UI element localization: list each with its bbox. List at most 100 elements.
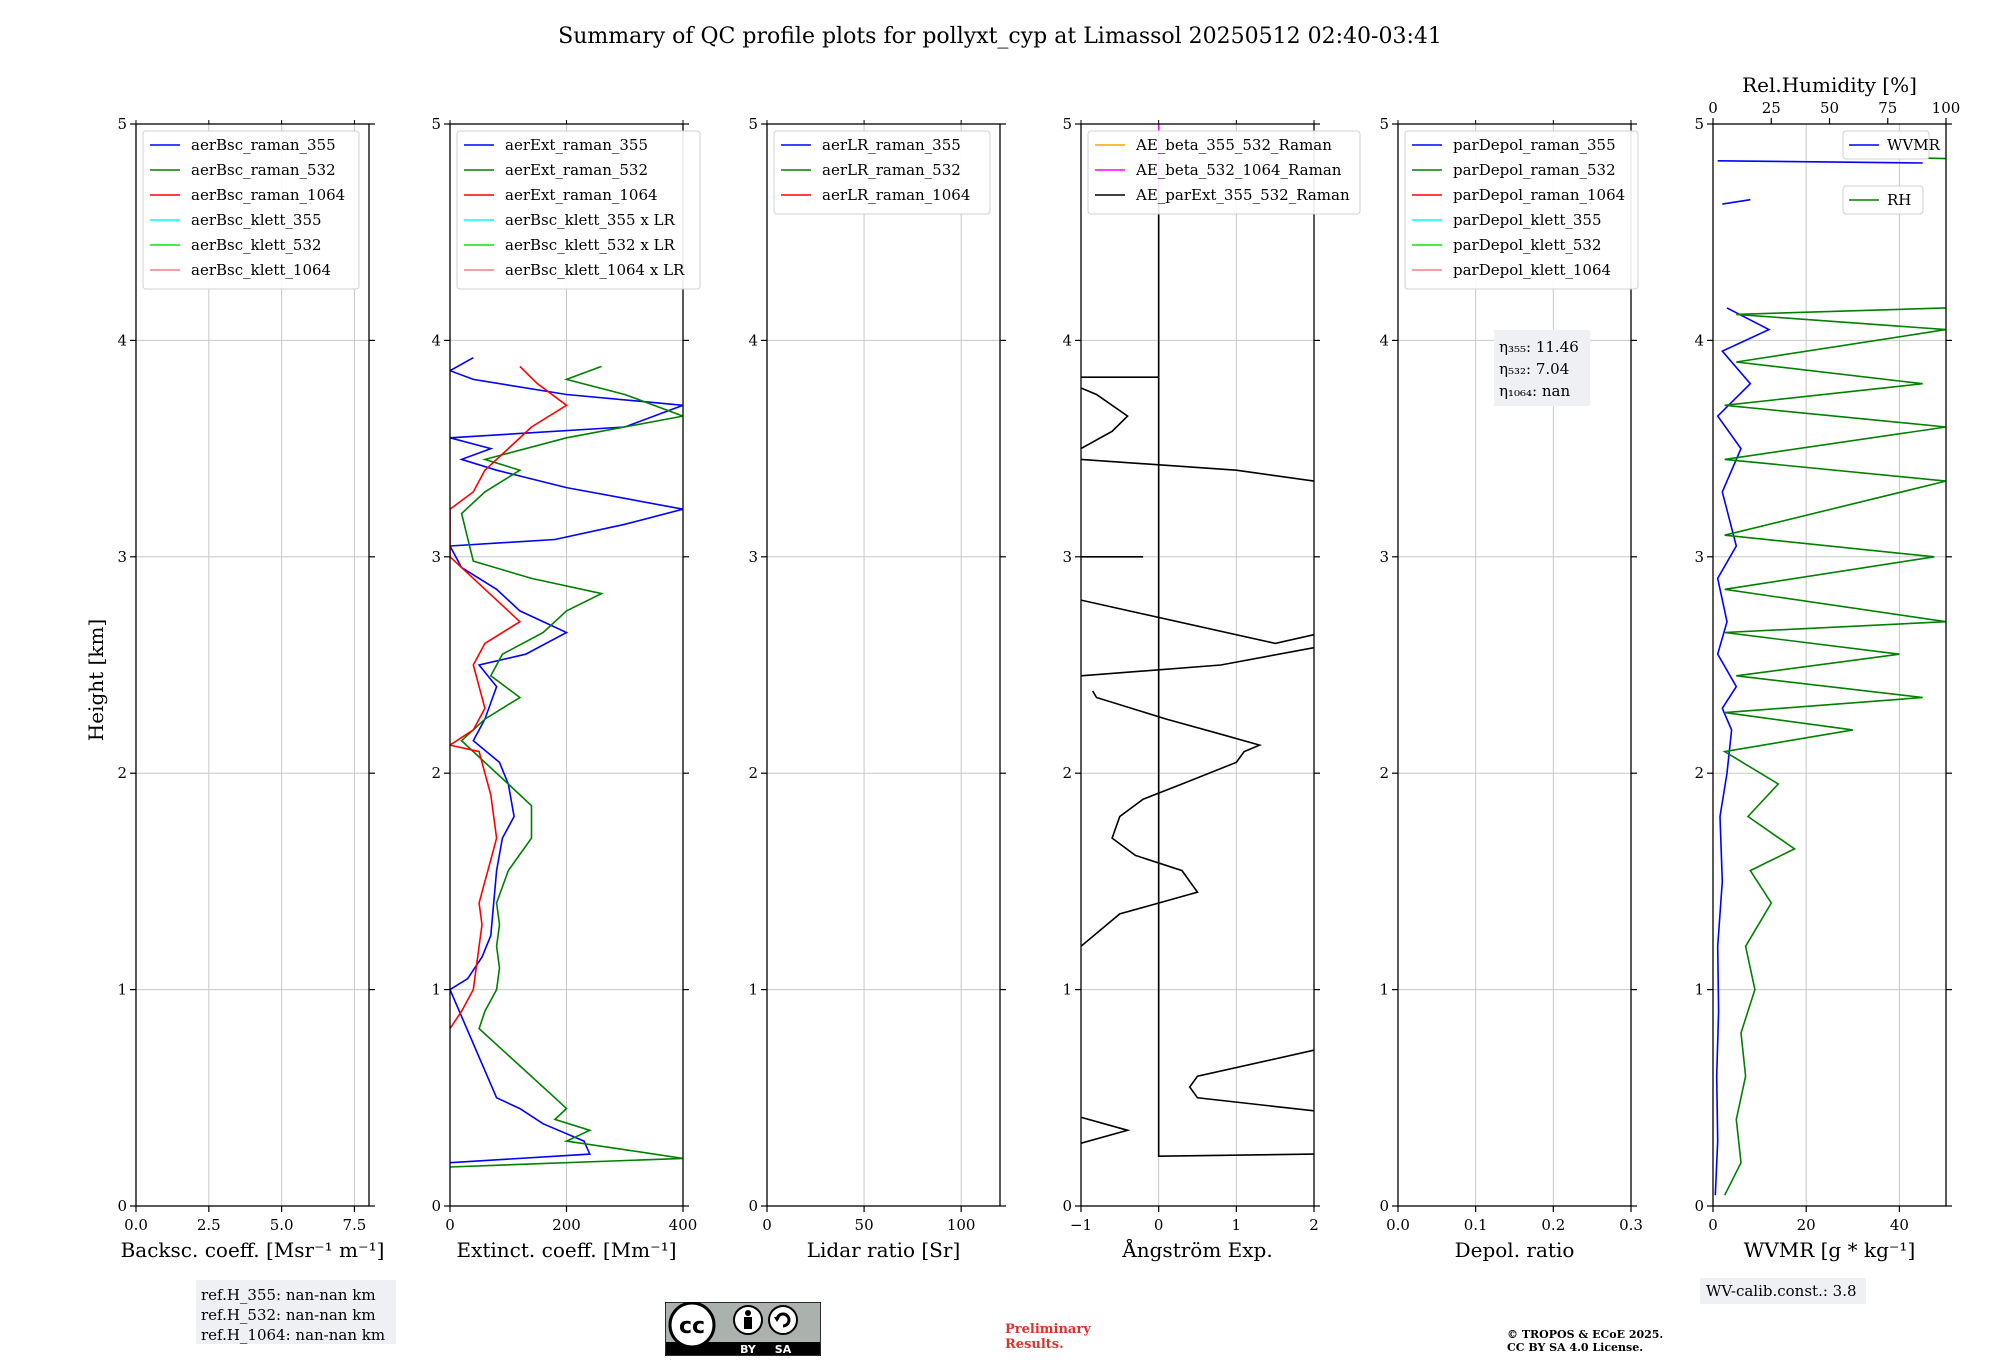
legend-label-ext-4: aerBsc_klett_532 x LR bbox=[505, 236, 676, 254]
ytick-label-ae-4: 4 bbox=[1062, 331, 1072, 349]
ytick-label-bsc-5: 5 bbox=[117, 115, 127, 133]
legend-ae: AE_beta_355_532_Raman AE_beta_532_1064_Ra… bbox=[1087, 130, 1361, 215]
series-ext-1 bbox=[450, 365, 683, 1168]
legend-label-depol-1: parDepol_raman_532 bbox=[1453, 161, 1616, 179]
xtick-label-depol-2: 0.2 bbox=[1541, 1216, 1565, 1234]
xtick-label-depol-3: 0.3 bbox=[1619, 1216, 1643, 1234]
xtick-label-ae-3: 2 bbox=[1309, 1216, 1319, 1234]
series-wv-1 bbox=[1722, 198, 1751, 205]
ref-height-532: ref.H_532: nan-nan km bbox=[201, 1306, 376, 1324]
xtick-label-ae-2: 1 bbox=[1232, 1216, 1242, 1234]
xtick-label-bsc-3: 7.5 bbox=[343, 1216, 367, 1234]
legend-label-bsc-1: aerBsc_raman_532 bbox=[191, 161, 336, 179]
ytick-label-lr-2: 2 bbox=[748, 764, 758, 782]
ytick-label-depol-4: 4 bbox=[1379, 331, 1389, 349]
panel-bsc: 0.0 2.5 5.0 7.5 0 1 2 3 4 5 Backsc. coeff. [Msr⁻¹ … bbox=[117, 115, 384, 1262]
ytick-label-wv-3: 3 bbox=[1694, 548, 1704, 566]
legend-label-bsc-3: aerBsc_klett_355 bbox=[191, 211, 322, 229]
xtick-label-bsc-1: 2.5 bbox=[197, 1216, 221, 1234]
cc-by-sa-badge: cc BY SA bbox=[665, 1302, 821, 1356]
legend-label-ae-0: AE_beta_355_532_Raman bbox=[1135, 136, 1332, 154]
legend-wv-1: RH bbox=[1842, 185, 1924, 215]
series-ae-8 bbox=[1081, 458, 1314, 482]
panel-wv: 0 20 40 0 1 2 3 4 5 WVMR [g * kg⁻¹] 0 25 50 75 100 Rel.… bbox=[1694, 73, 1960, 1262]
eta-1064: η₁₀₆₄: nan bbox=[1499, 382, 1570, 400]
cc-sa-share-icon bbox=[768, 1305, 798, 1335]
series-ae-2 bbox=[1081, 1116, 1131, 1144]
xtick-label-wv-1: 20 bbox=[1797, 1216, 1816, 1234]
ytick-label-ext-3: 3 bbox=[431, 548, 441, 566]
axes-frame-wv bbox=[1712, 123, 1947, 1207]
legend-wv-0: WVMR bbox=[1842, 130, 1941, 160]
axes-frame-bsc bbox=[135, 123, 370, 1207]
series-ae-1 bbox=[1157, 188, 1314, 1158]
ref-height-box: ref.H_355: nan-nan km ref.H_532: nan-nan… bbox=[196, 1280, 396, 1344]
legend-label-ext-1: aerExt_raman_532 bbox=[505, 161, 648, 179]
panel-lr: 0 50 100 0 1 2 3 4 5 Lidar ratio [Sr] aerLR_raman_… bbox=[748, 115, 1006, 1262]
xtick-label-ext-2: 400 bbox=[669, 1216, 698, 1234]
legend-label-bsc-2: aerBsc_raman_1064 bbox=[191, 186, 345, 204]
top-tick-label-wv-4: 100 bbox=[1932, 99, 1961, 117]
ytick-label-ext-5: 5 bbox=[431, 115, 441, 133]
ytick-label-depol-5: 5 bbox=[1379, 115, 1389, 133]
series-wv-3 bbox=[1722, 307, 1946, 1196]
xtick-label-ext-1: 200 bbox=[552, 1216, 581, 1234]
eta-box: η₃₅₅: 11.46 η₅₃₂: 7.04 η₁₀₆₄: nan bbox=[1494, 330, 1590, 406]
ytick-label-wv-4: 4 bbox=[1694, 331, 1704, 349]
legend-depol: parDepol_raman_355 parDepol_raman_532 parD… bbox=[1404, 130, 1639, 290]
xtick-label-wv-2: 40 bbox=[1890, 1216, 1909, 1234]
xtick-label-wv-0: 0 bbox=[1708, 1216, 1718, 1234]
ytick-label-bsc-1: 1 bbox=[117, 981, 127, 999]
top-tick-label-wv-3: 75 bbox=[1878, 99, 1897, 117]
xtick-label-ext-0: 0 bbox=[445, 1216, 455, 1234]
xlabel-ae: Ångström Exp. bbox=[1121, 1237, 1272, 1262]
axes-frame-lr bbox=[766, 123, 1001, 1207]
ref-height-1064: ref.H_1064: nan-nan km bbox=[201, 1326, 385, 1344]
ytick-label-lr-4: 4 bbox=[748, 331, 758, 349]
ytick-label-ext-2: 2 bbox=[431, 764, 441, 782]
legend-label-depol-0: parDepol_raman_355 bbox=[1453, 136, 1616, 154]
ytick-label-depol-0: 0 bbox=[1379, 1197, 1389, 1215]
cc-by-label: BY bbox=[740, 1343, 757, 1356]
top-tick-label-wv-0: 0 bbox=[1708, 99, 1718, 117]
xtick-label-lr-0: 0 bbox=[762, 1216, 772, 1234]
ytick-label-bsc-0: 0 bbox=[117, 1197, 127, 1215]
panel-ext: 0 200 400 0 1 2 3 4 5 Extinct. coeff. [Mm⁻¹] aerEx… bbox=[431, 115, 701, 1262]
legend-label-depol-2: parDepol_raman_1064 bbox=[1453, 186, 1625, 204]
legend-label-ext-2: aerExt_raman_1064 bbox=[505, 186, 658, 204]
copyright-note: © TROPOS & ECoE 2025. CC BY SA 4.0 Licen… bbox=[1507, 1328, 1664, 1354]
legend-lr: aerLR_raman_355 aerLR_raman_532 aerLR_rama… bbox=[773, 130, 991, 215]
ytick-label-ae-5: 5 bbox=[1062, 115, 1072, 133]
xlabel-depol: Depol. ratio bbox=[1455, 1238, 1575, 1262]
ytick-label-bsc-2: 2 bbox=[117, 764, 127, 782]
legend-label-wv-1: RH bbox=[1887, 191, 1911, 209]
legend-label-ext-3: aerBsc_klett_355 x LR bbox=[505, 211, 676, 229]
eta-532: η₅₃₂: 7.04 bbox=[1499, 360, 1569, 378]
cc-sa-label: SA bbox=[775, 1343, 792, 1356]
cc-circle-icon bbox=[668, 1302, 716, 1349]
ytick-label-lr-0: 0 bbox=[748, 1197, 758, 1215]
ytick-label-ext-0: 0 bbox=[431, 1197, 441, 1215]
xtick-label-bsc-0: 0.0 bbox=[124, 1216, 148, 1234]
series-ae-3 bbox=[1188, 1049, 1314, 1112]
ytick-label-wv-0: 0 bbox=[1694, 1197, 1704, 1215]
legend-label-ae-1: AE_beta_532_1064_Raman bbox=[1135, 161, 1342, 179]
preliminary-results-note: Preliminary Results. bbox=[1005, 1322, 1091, 1352]
series-ext-2 bbox=[450, 365, 568, 1030]
ytick-label-lr-3: 3 bbox=[748, 548, 758, 566]
xtick-label-bsc-2: 5.0 bbox=[270, 1216, 294, 1234]
ytick-label-lr-5: 5 bbox=[748, 115, 758, 133]
ytick-label-ae-1: 1 bbox=[1062, 981, 1072, 999]
wv-calib-text: WV-calib.const.: 3.8 bbox=[1706, 1282, 1857, 1300]
eta-355: η₃₅₅: 11.46 bbox=[1499, 338, 1579, 356]
top-tick-label-wv-1: 25 bbox=[1762, 99, 1781, 117]
series-wv-0 bbox=[1714, 307, 1771, 1196]
legend-label-ext-0: aerExt_raman_355 bbox=[505, 136, 648, 154]
legend-label-lr-1: aerLR_raman_532 bbox=[822, 161, 961, 179]
ytick-label-wv-1: 1 bbox=[1694, 981, 1704, 999]
legend-label-ae-2: AE_parExt_355_532_Raman bbox=[1135, 186, 1350, 204]
series-ae-5 bbox=[1081, 646, 1314, 677]
ytick-label-ae-2: 2 bbox=[1062, 764, 1072, 782]
